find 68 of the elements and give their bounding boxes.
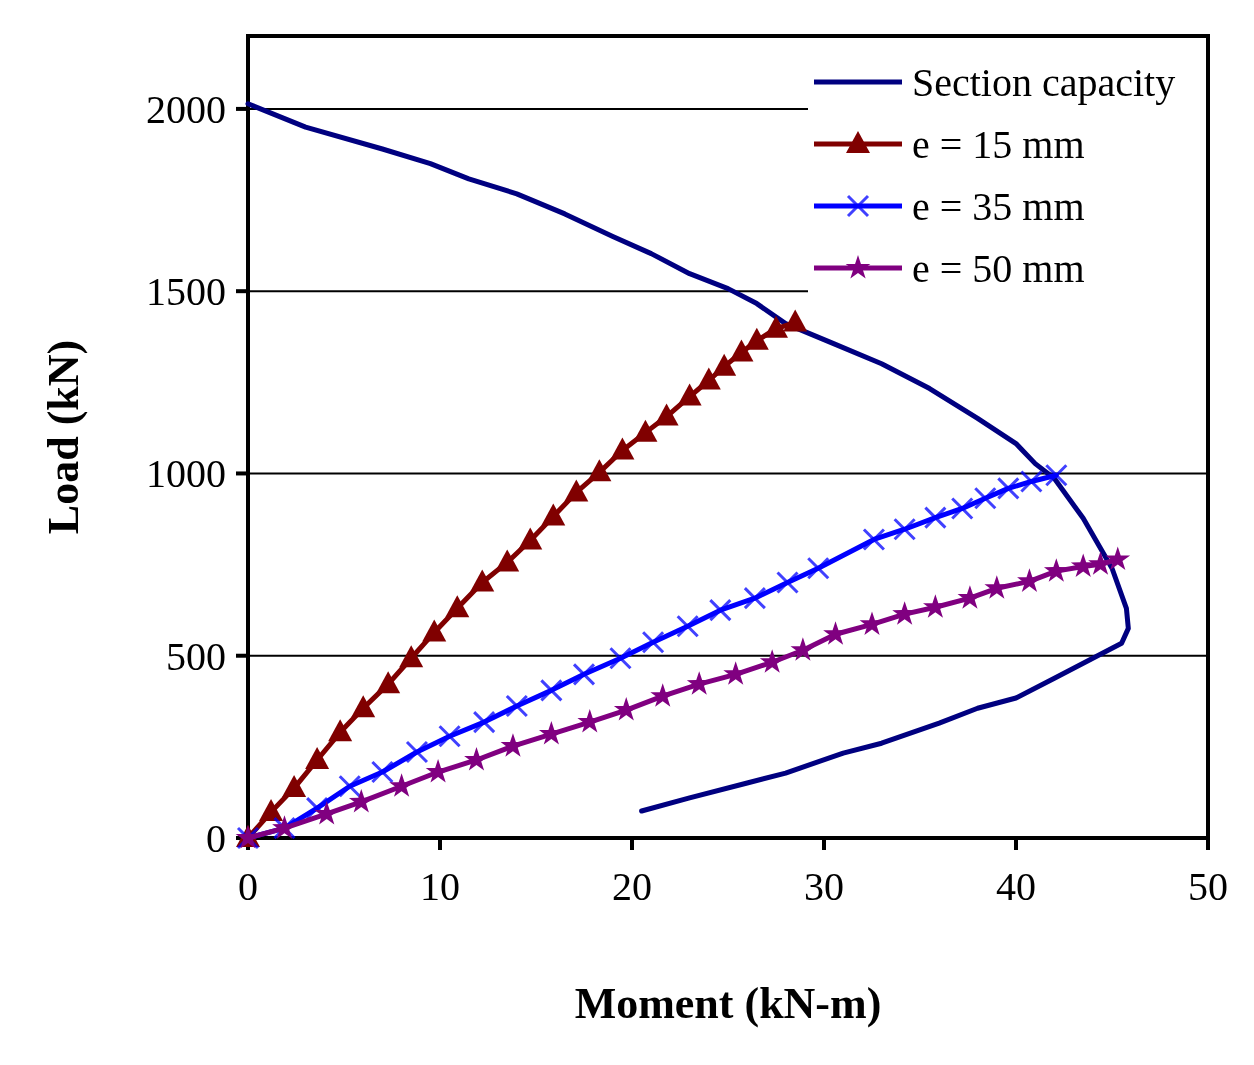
point bbox=[495, 549, 520, 572]
y-axis-title: Load (kN) bbox=[39, 339, 88, 535]
point bbox=[610, 437, 635, 460]
y-tick-label: 0 bbox=[206, 816, 226, 861]
x-tick-label: 40 bbox=[996, 864, 1036, 909]
point bbox=[633, 419, 658, 442]
point bbox=[305, 746, 330, 769]
point bbox=[950, 496, 974, 520]
point bbox=[376, 671, 401, 694]
point bbox=[1044, 463, 1068, 487]
point bbox=[338, 774, 362, 798]
point bbox=[572, 662, 596, 686]
point bbox=[541, 503, 566, 526]
legend-label: e = 35 mm bbox=[912, 184, 1085, 229]
point bbox=[783, 309, 808, 332]
point bbox=[862, 527, 886, 551]
point bbox=[676, 614, 700, 638]
point bbox=[1043, 558, 1069, 582]
x-tick-label: 50 bbox=[1188, 864, 1228, 909]
point bbox=[399, 645, 424, 668]
point bbox=[776, 570, 800, 594]
point bbox=[438, 724, 462, 748]
x-tick-label: 30 bbox=[804, 864, 844, 909]
point bbox=[564, 479, 589, 502]
point bbox=[518, 527, 543, 550]
point bbox=[539, 678, 563, 702]
point bbox=[259, 799, 284, 822]
point bbox=[608, 646, 632, 670]
point bbox=[677, 383, 702, 406]
point bbox=[505, 694, 529, 718]
point bbox=[445, 595, 470, 618]
x-axis-title: Moment (kN-m) bbox=[574, 979, 882, 1028]
point bbox=[806, 556, 830, 580]
y-tick-label: 1000 bbox=[146, 451, 226, 497]
point bbox=[641, 630, 665, 654]
x-tick-label: 0 bbox=[238, 864, 258, 909]
x-tick-label: 20 bbox=[612, 864, 652, 909]
point bbox=[1105, 546, 1131, 570]
point bbox=[470, 569, 495, 592]
legend-label: Section capacity bbox=[912, 60, 1176, 105]
point bbox=[472, 710, 496, 734]
point bbox=[422, 619, 447, 642]
point bbox=[708, 598, 732, 622]
legend-label: e = 15 mm bbox=[912, 122, 1085, 167]
point bbox=[1019, 469, 1043, 493]
point bbox=[351, 695, 376, 718]
point bbox=[405, 740, 429, 764]
point bbox=[923, 506, 947, 530]
point bbox=[973, 486, 997, 510]
point bbox=[764, 315, 788, 338]
point bbox=[282, 775, 307, 798]
y-tick-label: 500 bbox=[166, 633, 226, 679]
point bbox=[654, 403, 679, 426]
y-tick-label: 2000 bbox=[146, 86, 226, 132]
point bbox=[328, 719, 353, 742]
point bbox=[893, 517, 917, 541]
point bbox=[587, 459, 612, 482]
point bbox=[370, 760, 394, 784]
point bbox=[743, 586, 767, 610]
point bbox=[790, 637, 816, 661]
point bbox=[996, 476, 1020, 500]
y-tick-label: 1500 bbox=[146, 269, 226, 315]
point bbox=[696, 367, 721, 390]
point bbox=[729, 339, 754, 362]
x-tick-label: 10 bbox=[420, 864, 460, 909]
point bbox=[744, 327, 769, 350]
point bbox=[712, 353, 737, 376]
legend-label: e = 50 mm bbox=[912, 246, 1085, 291]
